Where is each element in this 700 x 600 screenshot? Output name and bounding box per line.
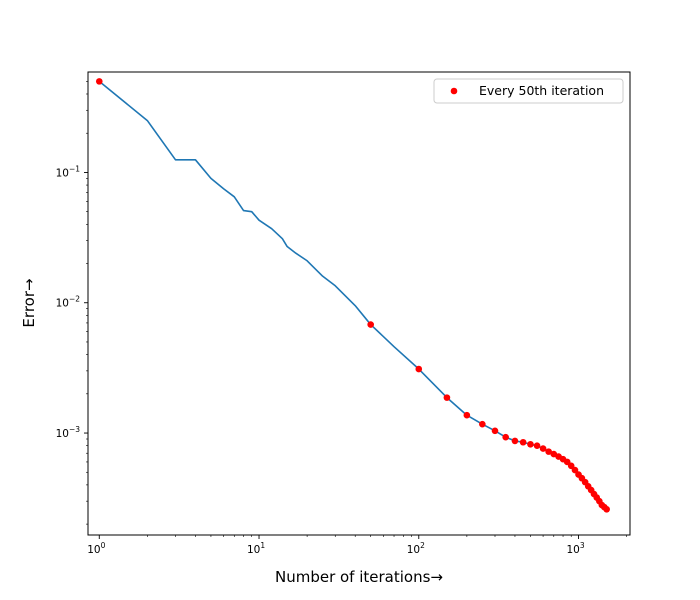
every-50th-iteration-marker	[533, 442, 541, 449]
every-50th-iteration-marker	[511, 437, 519, 445]
every-50th-iteration-marker	[415, 365, 423, 373]
every-50th-iteration-marker	[603, 505, 610, 513]
every-50th-iteration-marker	[463, 411, 471, 419]
y-tick-label: 10−1	[56, 164, 81, 179]
y-tick-label: 10−3	[56, 425, 81, 440]
every-50th-iteration-marker	[491, 427, 499, 435]
every-50th-iteration-marker	[527, 440, 534, 448]
every-50th-iteration-marker	[519, 438, 527, 446]
x-tick-label: 102	[407, 541, 425, 556]
series-layer	[95, 78, 610, 513]
every-50th-iteration-marker	[479, 420, 486, 428]
x-tick-label: 100	[87, 541, 105, 556]
every-50th-iteration-marker	[443, 394, 451, 401]
x-tick-label: 101	[247, 541, 265, 556]
legend-marker	[450, 87, 458, 95]
plot-frame	[87, 71, 631, 536]
every-50th-iteration-marker	[367, 321, 374, 328]
every-50th-iteration-marker	[95, 78, 103, 85]
every-50th-iteration-marker	[545, 448, 552, 455]
every-50th-iteration-marker	[539, 445, 547, 452]
every-50th-iteration-marker	[571, 466, 579, 474]
legend: Every 50th iteration	[433, 78, 624, 104]
plot-area	[88, 72, 630, 535]
y-axis-label: Error→	[20, 278, 38, 327]
legend-label: Every 50th iteration	[479, 83, 604, 98]
x-tick-label: 103	[566, 541, 584, 556]
every-50th-iteration-marker	[502, 433, 509, 441]
x-axis-label: Number of iterations→	[275, 568, 443, 586]
legend-box	[433, 78, 624, 104]
ticks-layer: 100 101 102 103 10−1 10−2 10−3	[56, 81, 627, 556]
y-tick-label: 10−2	[56, 295, 81, 310]
